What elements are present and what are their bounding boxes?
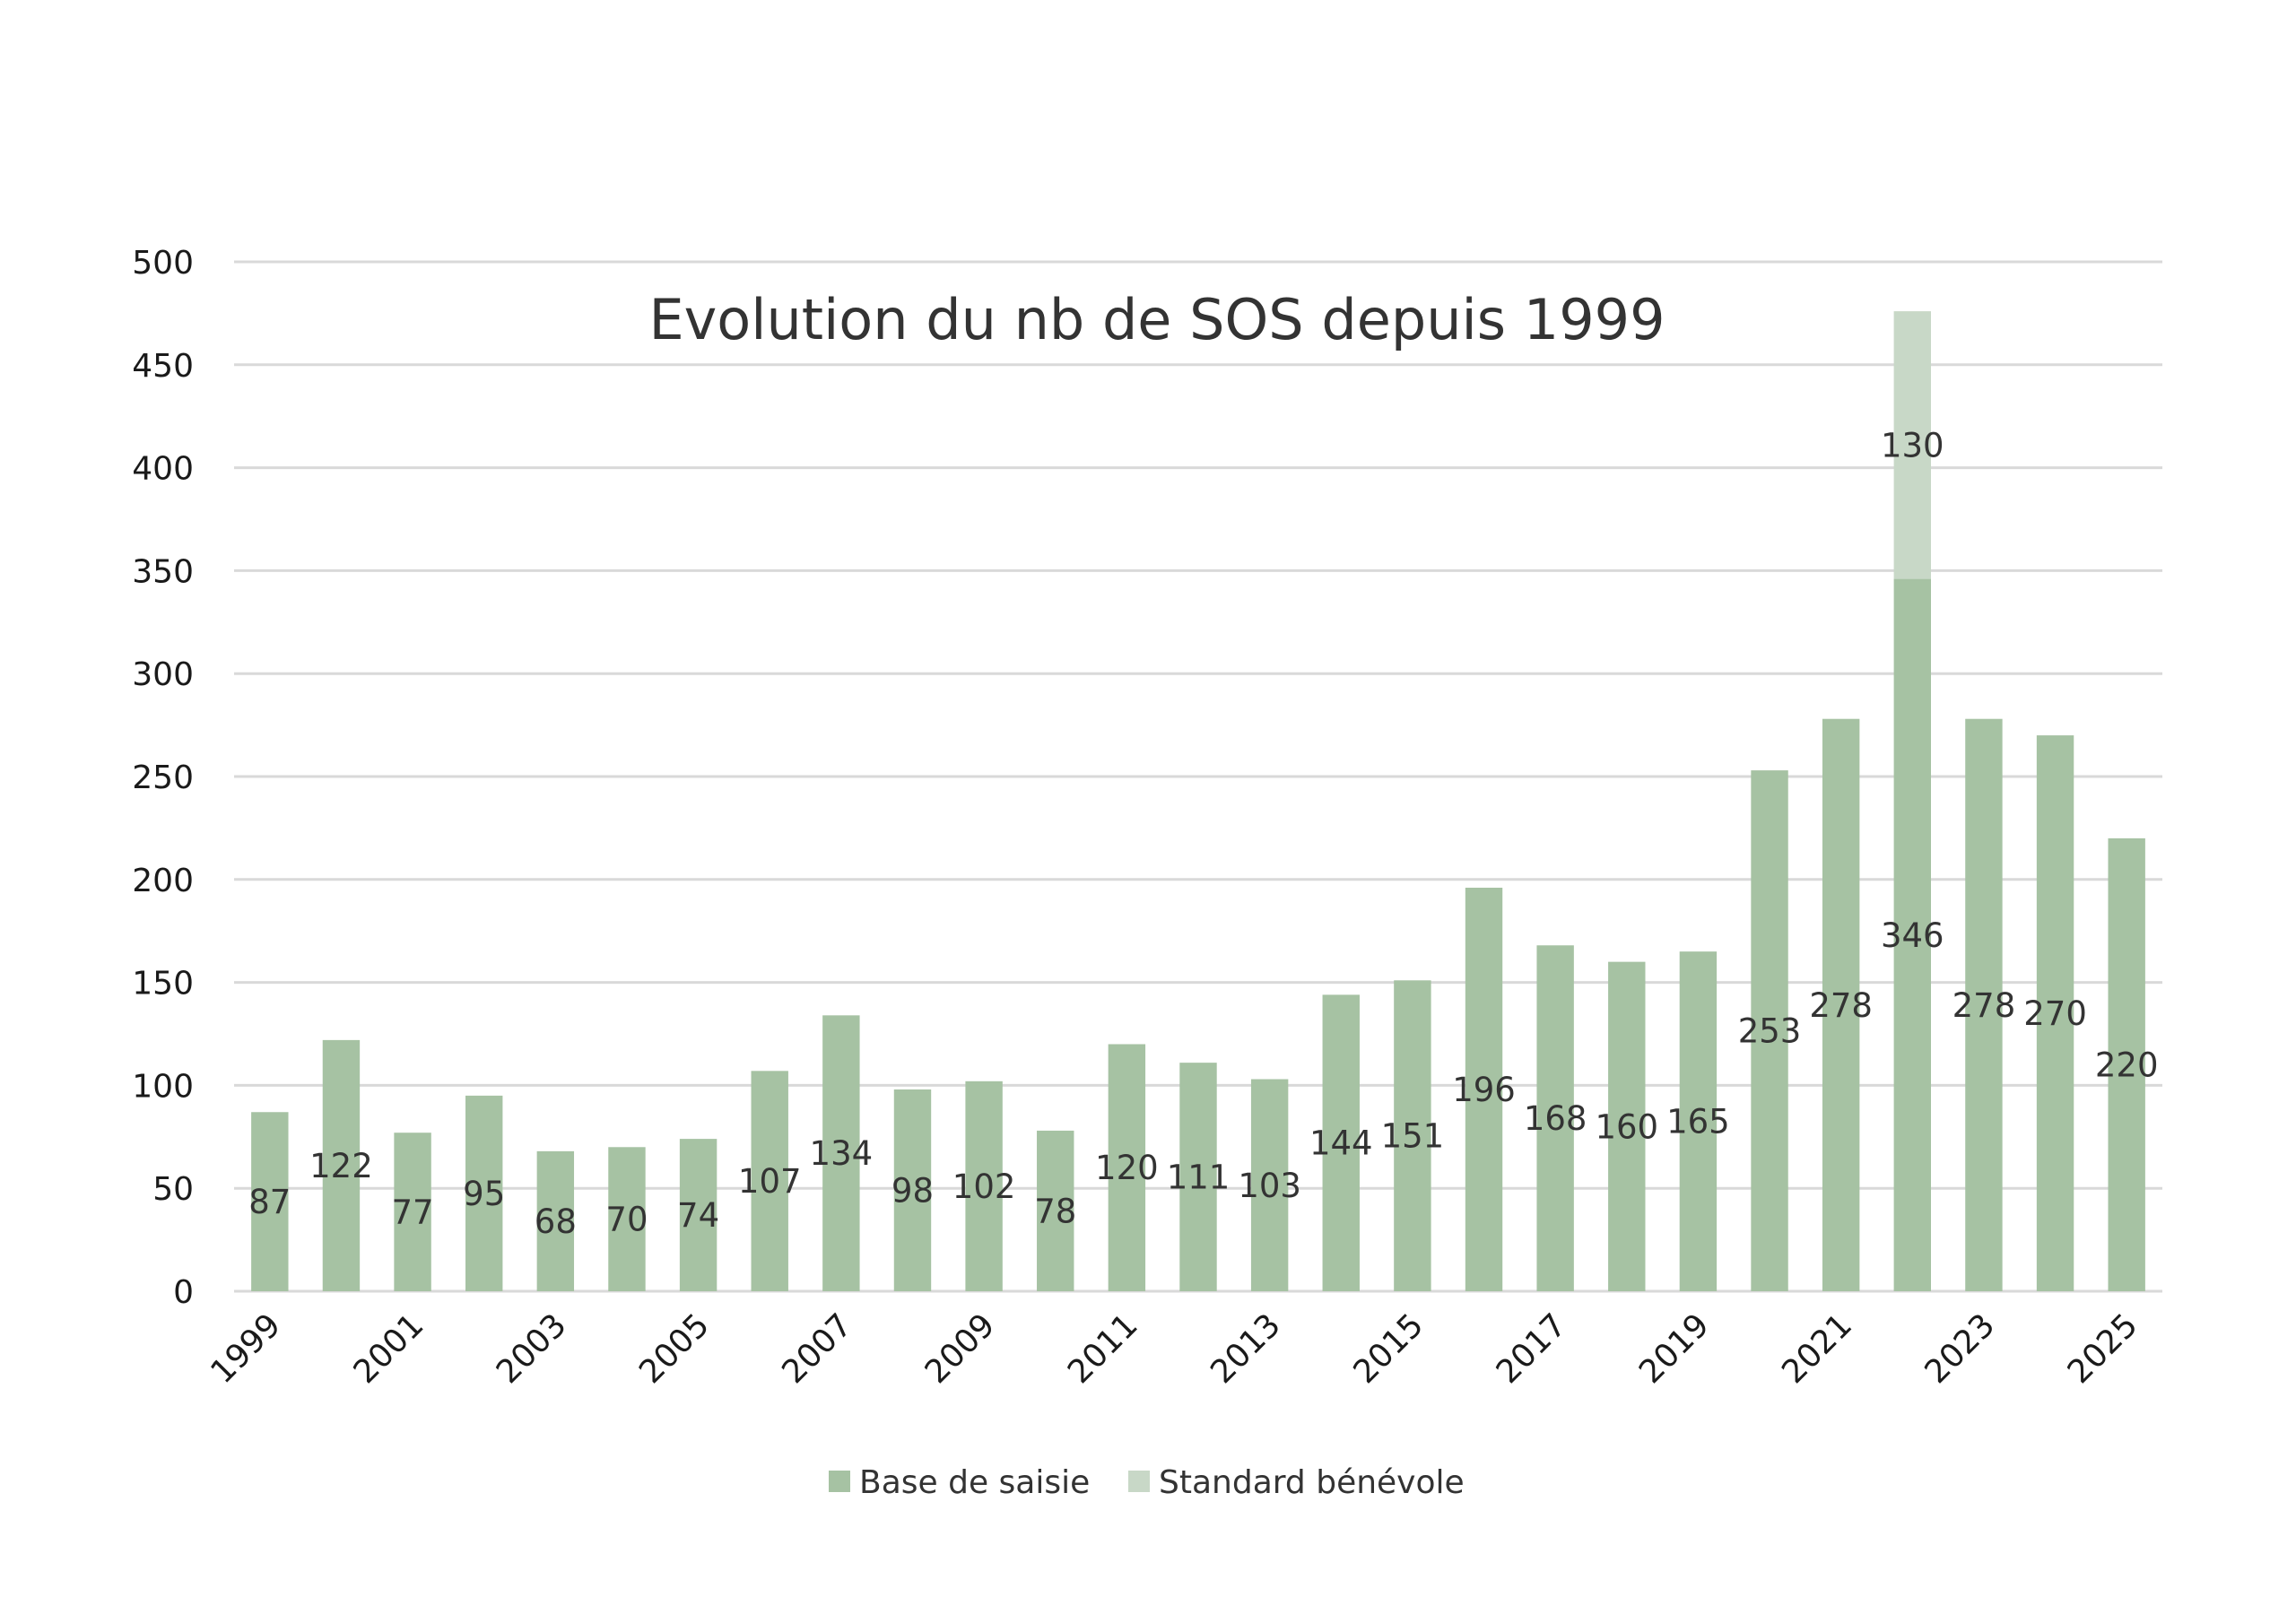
data-label-base-2016: 196 — [1452, 1071, 1516, 1109]
y-tick-label: 100 — [132, 1068, 194, 1105]
data-label-base-2011: 120 — [1095, 1149, 1159, 1187]
data-label-base-2004: 70 — [605, 1201, 648, 1239]
bar-base-2008 — [893, 1089, 932, 1291]
y-tick-label: 0 — [173, 1274, 194, 1311]
data-label-base-1999: 87 — [248, 1183, 291, 1221]
bar-standard-2022 — [1893, 311, 1931, 579]
data-label-base-2001: 77 — [392, 1193, 434, 1232]
bar-base-2022 — [1893, 578, 1931, 1291]
legend-label-standard-benevole: Standard bénévole — [1159, 1464, 1465, 1501]
y-tick-label: 450 — [132, 348, 194, 385]
data-label-base-2005: 74 — [677, 1196, 719, 1235]
y-tick-label: 350 — [132, 553, 194, 590]
data-label-base-2014: 144 — [1309, 1124, 1373, 1163]
data-label-base-2020: 253 — [1738, 1012, 1802, 1051]
legend-label-base-de-saisie: Base de saisie — [859, 1464, 1090, 1501]
y-tick-label: 400 — [132, 451, 194, 488]
data-label-base-2017: 168 — [1524, 1099, 1587, 1138]
x-tick-label: 2017 — [1490, 1306, 1574, 1391]
bar-base-2021 — [1822, 718, 1860, 1291]
data-label-base-2009: 102 — [952, 1167, 1016, 1206]
bar-base-2020 — [1751, 770, 1788, 1291]
data-label-base-2007: 134 — [810, 1134, 874, 1173]
x-tick-label: 2019 — [1632, 1306, 1717, 1391]
data-label-base-2006: 107 — [738, 1162, 802, 1201]
data-label-base-2018: 160 — [1595, 1107, 1658, 1146]
data-label-base-2019: 165 — [1666, 1103, 1730, 1141]
y-tick-label: 300 — [132, 656, 194, 693]
data-label-base-2002: 95 — [463, 1175, 505, 1213]
bar-base-2016 — [1465, 887, 1503, 1291]
x-tick-label: 2001 — [347, 1306, 431, 1391]
bar-base-2002 — [465, 1095, 503, 1291]
bar-base-2005 — [679, 1139, 718, 1291]
x-tick-label: 2005 — [632, 1306, 717, 1391]
bar-base-2010 — [1037, 1130, 1074, 1291]
legend-swatch-standard-benevole — [1128, 1471, 1150, 1492]
bar-base-2011 — [1108, 1044, 1146, 1291]
data-label-base-2010: 78 — [1034, 1192, 1076, 1230]
x-tick-label: 1999 — [204, 1306, 288, 1391]
bar-base-2001 — [394, 1133, 431, 1291]
data-label-base-2023: 278 — [1952, 986, 2016, 1025]
bar-base-2012 — [1179, 1063, 1217, 1291]
y-tick-label: 150 — [132, 966, 194, 1002]
bar-base-2018 — [1608, 961, 1646, 1291]
y-tick-label: 250 — [132, 759, 194, 796]
x-tick-label: 2003 — [490, 1306, 574, 1391]
bar-base-2009 — [965, 1081, 1003, 1291]
data-label-standard-2022: 130 — [1881, 426, 1944, 464]
bar-base-2007 — [822, 1015, 860, 1291]
y-tick-label: 500 — [132, 245, 194, 282]
data-label-base-2025: 220 — [2095, 1046, 2159, 1084]
bar-base-2000 — [322, 1039, 361, 1291]
x-tick-label: 2021 — [1775, 1306, 1859, 1391]
data-label-base-2003: 68 — [535, 1202, 577, 1241]
data-label-base-2015: 151 — [1381, 1117, 1445, 1156]
data-label-base-2024: 270 — [2023, 994, 2087, 1033]
bar-base-2019 — [1679, 951, 1718, 1291]
bar-base-2006 — [751, 1071, 788, 1291]
data-label-base-2008: 98 — [891, 1171, 934, 1210]
x-tick-label: 2009 — [918, 1306, 1003, 1391]
y-tick-label: 200 — [132, 863, 194, 899]
bar-base-2025 — [2108, 838, 2145, 1291]
bar-base-2013 — [1250, 1079, 1289, 1291]
data-label-base-2021: 278 — [1809, 986, 1873, 1025]
data-label-base-2000: 122 — [309, 1147, 373, 1185]
x-tick-label: 2011 — [1061, 1306, 1145, 1391]
legend: Base de saisie Standard bénévole — [829, 1464, 1465, 1501]
bars — [251, 311, 2145, 1291]
data-label-base-2012: 111 — [1167, 1159, 1231, 1197]
x-tick-label: 2023 — [1918, 1306, 2003, 1391]
bar-base-2024 — [2036, 735, 2074, 1291]
bar-base-2014 — [1322, 994, 1360, 1291]
bar-base-2017 — [1536, 945, 1574, 1291]
bar-base-2015 — [1394, 980, 1431, 1291]
x-tick-label: 2007 — [775, 1306, 859, 1391]
data-label-base-2022: 346 — [1881, 916, 1944, 955]
bar-base-2003 — [536, 1150, 575, 1291]
bar-base-2004 — [608, 1147, 646, 1291]
bar-base-1999 — [251, 1112, 289, 1291]
x-tick-label: 2015 — [1346, 1306, 1431, 1391]
chart-title: Evolution du nb de SOS depuis 1999 — [648, 287, 1665, 352]
bar-base-2023 — [1965, 718, 2003, 1291]
x-axis-ticks: 1999 2001 2003 2005 2007 2009 2011 2013 2015 2017… — [204, 1306, 2144, 1391]
y-axis-ticks: 0 50 100 150 200 250 300 350 400 450 500 — [132, 245, 194, 1311]
data-label-base-2013: 103 — [1238, 1167, 1301, 1205]
x-tick-label: 2013 — [1204, 1306, 1288, 1391]
y-tick-label: 50 — [152, 1171, 194, 1208]
x-tick-label: 2025 — [2061, 1306, 2145, 1391]
legend-swatch-base-de-saisie — [829, 1471, 850, 1492]
